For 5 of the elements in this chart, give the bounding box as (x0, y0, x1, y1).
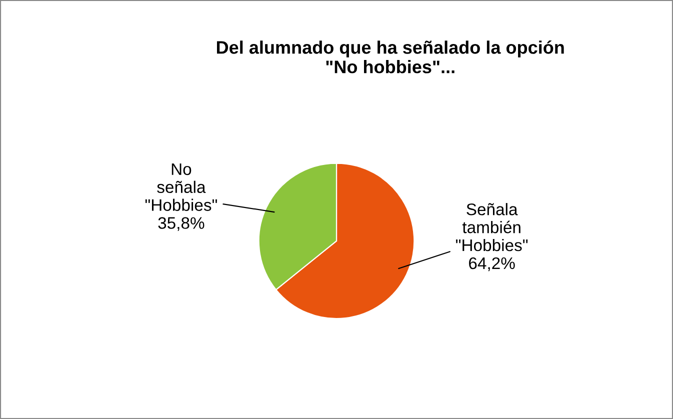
slice-label: No señala "Hobbies" (145, 163, 217, 211)
slice-label: Señala también "Hobbies" (456, 203, 528, 252)
data-label: 64,2% (469, 257, 515, 272)
data-label: 35,8% (158, 217, 204, 231)
chart-title: Del alumnado que ha señalado la opción "No hobbies"... (216, 40, 564, 74)
